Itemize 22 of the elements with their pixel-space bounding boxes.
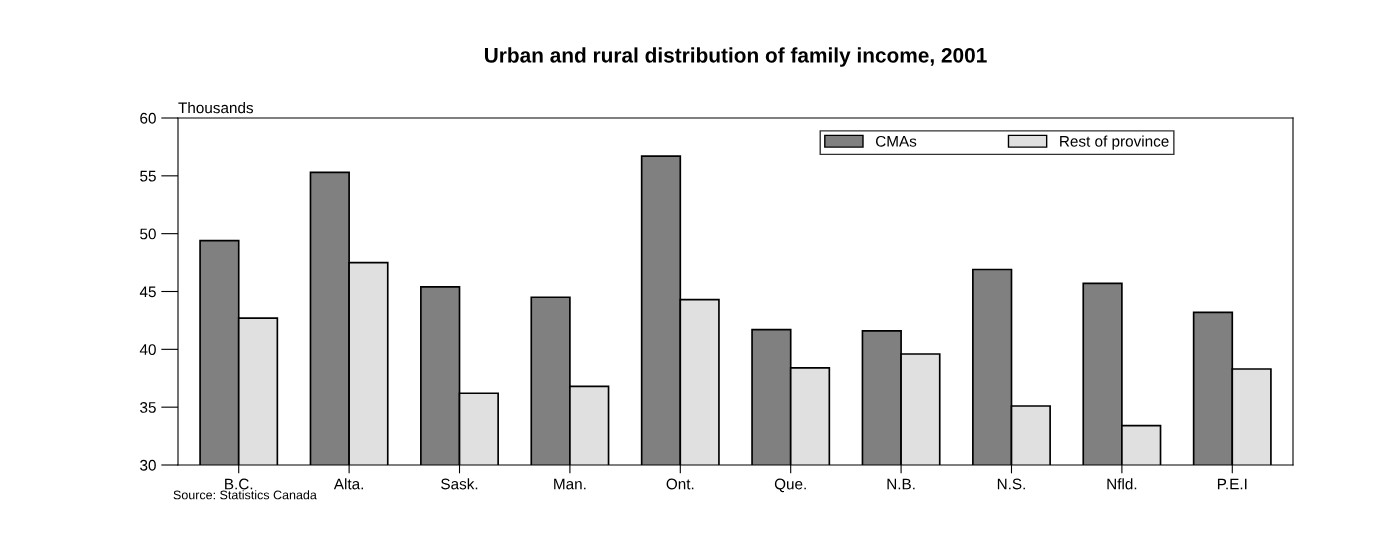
- x-tick-label: Que.: [774, 478, 806, 493]
- x-tick-label: Ont.: [666, 478, 694, 490]
- y-axis-title: Thousands: [178, 102, 254, 114]
- x-tick-label: Nfld.: [1107, 478, 1137, 490]
- y-tick-label: 45: [139, 286, 156, 298]
- x-tick-label: Sask.: [441, 478, 478, 490]
- y-tick-label: 40: [139, 344, 156, 356]
- y-tick-label: 55: [140, 170, 156, 182]
- y-tick-label: 35: [140, 402, 156, 413]
- x-tick-label: N.S.: [997, 478, 1025, 490]
- y-tick-label: 50: [140, 228, 156, 240]
- x-tick-label: B.C.: [225, 478, 253, 490]
- chart-title: Urban and rural distribution of family income, 2001: [484, 47, 987, 67]
- source-note: Source: Statistics Canada: [173, 490, 317, 500]
- x-tick-label: Alta.: [333, 478, 364, 490]
- legend-label: Rest of province: [1060, 135, 1169, 150]
- x-tick-label: P.E.I: [1217, 478, 1247, 490]
- x-tick-label: N.B.: [887, 478, 915, 490]
- legend-label: CMAs: [876, 135, 917, 147]
- y-tick-label: 60: [140, 112, 156, 124]
- y-tick-label: 30: [140, 459, 156, 471]
- x-tick-label: Man.: [554, 478, 586, 490]
